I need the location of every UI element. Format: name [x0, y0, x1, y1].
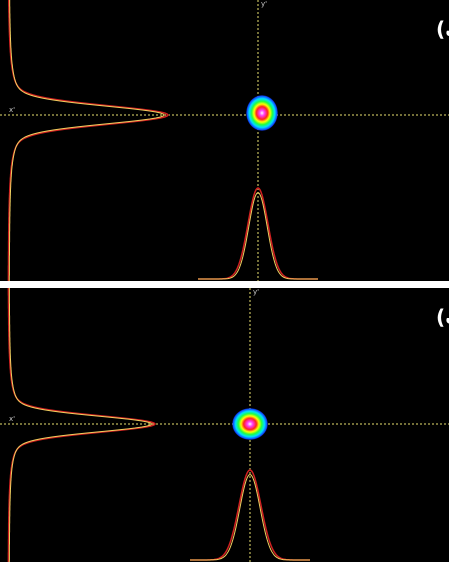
x-axis-label: x': [9, 415, 15, 423]
panel-background: [0, 288, 449, 562]
panel-label: (ب): [436, 305, 449, 329]
y-axis-label: y': [253, 288, 259, 296]
panel-label: (الف): [436, 17, 449, 41]
beam-spot: [246, 95, 278, 131]
x-axis-label: x': [9, 106, 15, 114]
screenshot: (الف) x' y' (ب) x' y': [0, 0, 449, 562]
y-axis-label: y': [261, 0, 267, 8]
beam-spot: [232, 408, 268, 440]
panel-background: [0, 0, 449, 281]
beam-profiles: (الف) x' y' (ب) x' y': [0, 0, 449, 562]
